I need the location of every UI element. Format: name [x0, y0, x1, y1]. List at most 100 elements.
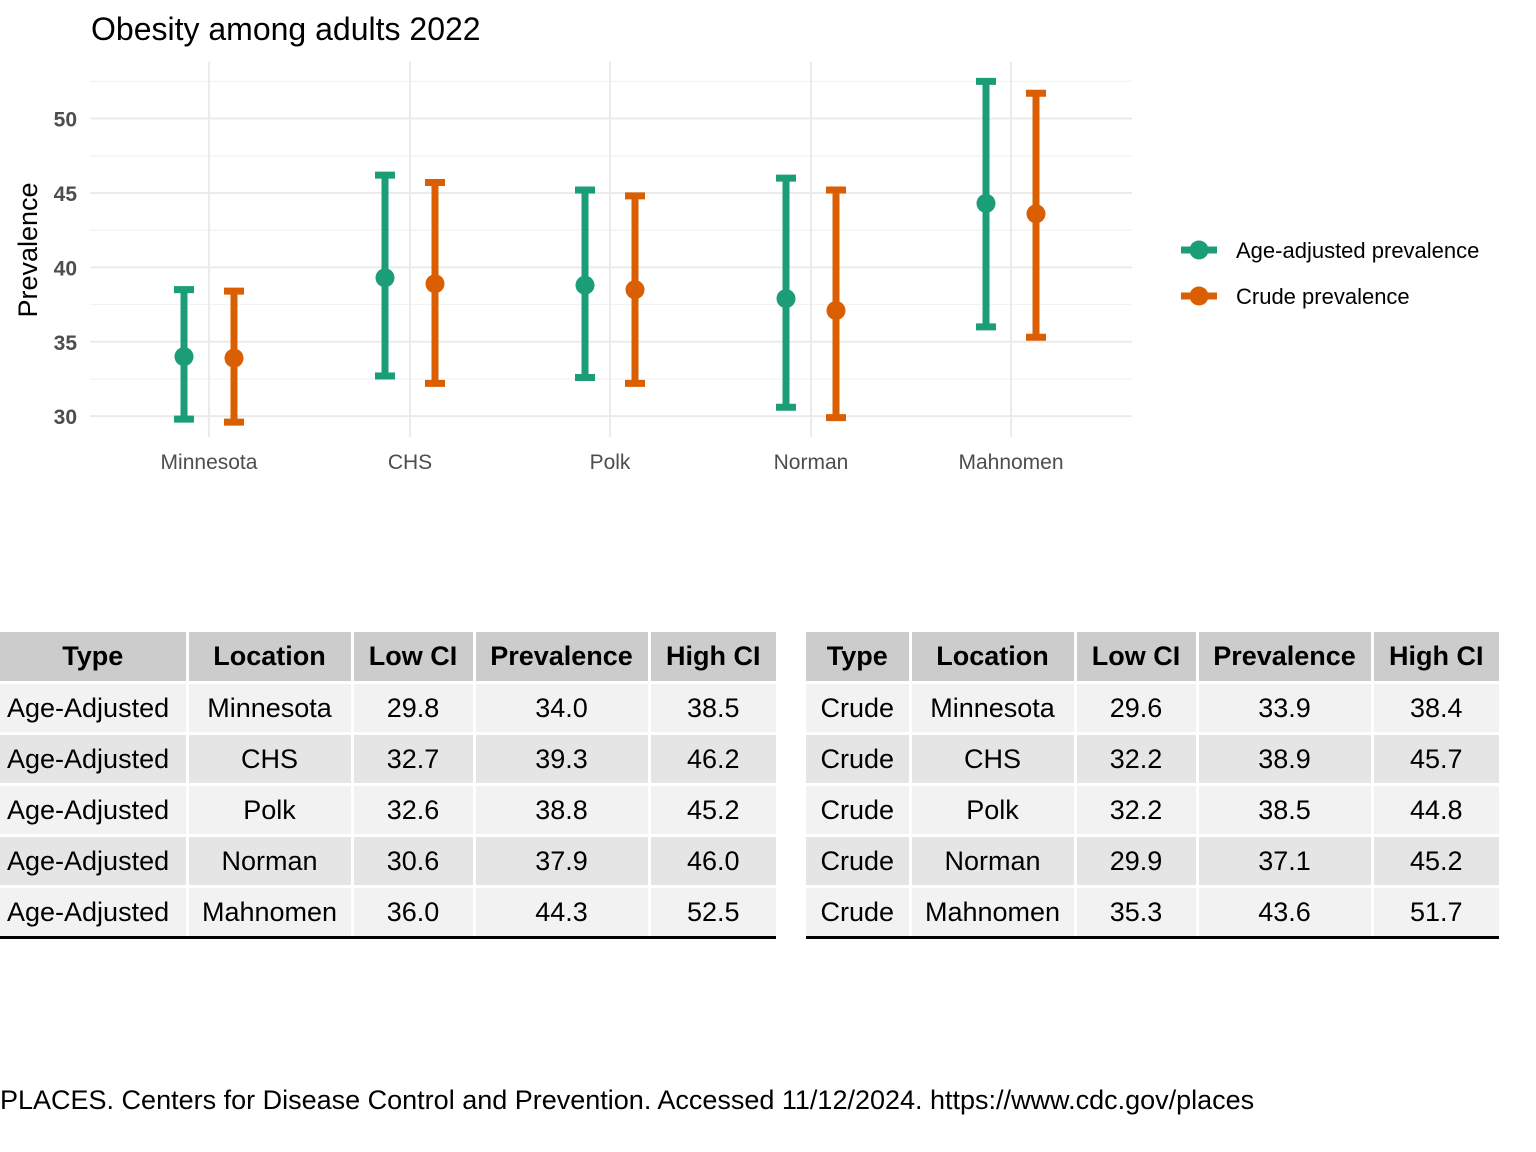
col-header-type: Type	[806, 632, 912, 684]
col-header-high-ci: High CI	[1372, 632, 1499, 684]
cell-high-ci: 38.4	[1372, 682, 1499, 735]
cell-location: Norman	[187, 835, 354, 888]
table-row: Age-Adjusted CHS 32.7 39.3 46.2	[0, 733, 776, 786]
col-header-prevalence: Prevalence	[1197, 632, 1374, 684]
data-point	[625, 280, 645, 300]
data-point	[776, 289, 796, 309]
cell-prevalence: 44.3	[474, 886, 651, 939]
cell-high-ci: 38.5	[649, 682, 776, 735]
cell-prevalence: 43.6	[1197, 886, 1374, 939]
col-header-location: Location	[910, 632, 1077, 684]
table-row: Age-Adjusted Polk 32.6 38.8 45.2	[0, 784, 776, 837]
cell-high-ci: 45.2	[1372, 835, 1499, 888]
source-citation: PLACES. Centers for Disease Control and …	[0, 1085, 1255, 1115]
col-header-low-ci: Low CI	[352, 632, 476, 684]
cell-prevalence: 37.1	[1197, 835, 1374, 888]
col-header-high-ci: High CI	[649, 632, 776, 684]
cell-low-ci: 30.6	[352, 835, 476, 888]
crude-table: Type Location Low CI Prevalence High CI …	[806, 632, 1499, 939]
legend-key-point	[1189, 286, 1209, 306]
cell-location: CHS	[910, 733, 1077, 786]
table-row: Age-Adjusted Minnesota 29.8 34.0 38.5	[0, 682, 776, 735]
legend-key-point	[1189, 240, 1209, 260]
col-header-type: Type	[0, 632, 189, 684]
legend-label: Crude prevalence	[1236, 284, 1410, 309]
series-crude	[224, 89, 1046, 426]
x-tick-label: Mahnomen	[958, 451, 1063, 474]
cell-low-ci: 32.7	[352, 733, 476, 786]
cell-prevalence: 33.9	[1197, 682, 1374, 735]
table-row: Crude Minnesota 29.6 33.9 38.4	[806, 682, 1499, 735]
cell-low-ci: 29.6	[1075, 682, 1199, 735]
x-tick-label: CHS	[388, 451, 432, 474]
cell-location: Minnesota	[910, 682, 1077, 735]
cell-location: Mahnomen	[910, 886, 1077, 939]
col-header-low-ci: Low CI	[1075, 632, 1199, 684]
cell-high-ci: 45.2	[649, 784, 776, 837]
cell-prevalence: 38.8	[474, 784, 651, 837]
cell-low-ci: 32.6	[352, 784, 476, 837]
cell-prevalence: 38.5	[1197, 784, 1374, 837]
table-row: Crude Norman 29.9 37.1 45.2	[806, 835, 1499, 888]
chart: Obesity among adults 2022 30 35 40 45 50 Min…	[13, 11, 1479, 474]
cell-prevalence: 38.9	[1197, 733, 1374, 786]
table-row: Crude CHS 32.2 38.9 45.7	[806, 733, 1499, 786]
cell-type: Crude	[806, 886, 912, 939]
y-axis-label: Prevalence	[13, 182, 43, 317]
age-adjusted-table: Type Location Low CI Prevalence High CI …	[0, 632, 776, 939]
cell-type: Crude	[806, 784, 912, 837]
x-tick-label: Norman	[774, 451, 849, 474]
data-point	[224, 348, 244, 368]
cell-low-ci: 29.9	[1075, 835, 1199, 888]
cell-high-ci: 44.8	[1372, 784, 1499, 837]
col-header-location: Location	[187, 632, 354, 684]
data-point	[976, 193, 996, 213]
cell-type: Age-Adjusted	[0, 835, 189, 888]
cell-type: Age-Adjusted	[0, 886, 189, 939]
col-header-prevalence: Prevalence	[474, 632, 651, 684]
cell-low-ci: 36.0	[352, 886, 476, 939]
data-point	[575, 275, 595, 295]
cell-low-ci: 32.2	[1075, 733, 1199, 786]
cell-high-ci: 45.7	[1372, 733, 1499, 786]
cell-location: Polk	[910, 784, 1077, 837]
series-age-adjusted	[174, 77, 996, 423]
table-row: Age-Adjusted Mahnomen 36.0 44.3 52.5	[0, 886, 776, 939]
table-row: Age-Adjusted Norman 30.6 37.9 46.0	[0, 835, 776, 888]
grid	[90, 62, 1132, 437]
cell-high-ci: 51.7	[1372, 886, 1499, 939]
cell-location: Minnesota	[187, 682, 354, 735]
cell-type: Age-Adjusted	[0, 784, 189, 837]
chart-title: Obesity among adults 2022	[91, 11, 481, 47]
cell-low-ci: 29.8	[352, 682, 476, 735]
cell-low-ci: 35.3	[1075, 886, 1199, 939]
cell-type: Age-Adjusted	[0, 682, 189, 735]
x-tick-labels: Minnesota CHS Polk Norman Mahnomen	[161, 451, 1064, 474]
cell-location: Norman	[910, 835, 1077, 888]
x-tick-label: Polk	[590, 451, 631, 474]
cell-high-ci: 52.5	[649, 886, 776, 939]
data-point	[425, 274, 445, 294]
y-tick-label: 40	[54, 257, 77, 280]
y-tick-label: 50	[54, 109, 77, 132]
table-row: Crude Mahnomen 35.3 43.6 51.7	[806, 886, 1499, 939]
data-point	[1026, 204, 1046, 224]
data-point	[826, 301, 846, 321]
y-tick-label: 30	[54, 406, 77, 429]
data-point	[375, 268, 395, 288]
cell-type: Crude	[806, 835, 912, 888]
legend: Age-adjusted prevalence Crude prevalence	[1181, 238, 1479, 309]
y-tick-label: 45	[54, 183, 78, 206]
series	[174, 77, 1046, 426]
cell-location: CHS	[187, 733, 354, 786]
cell-high-ci: 46.2	[649, 733, 776, 786]
cell-high-ci: 46.0	[649, 835, 776, 888]
cell-type: Age-Adjusted	[0, 733, 189, 786]
cell-prevalence: 34.0	[474, 682, 651, 735]
data-point	[174, 347, 194, 367]
y-tick-label: 35	[54, 332, 78, 355]
y-tick-labels: 30 35 40 45 50	[54, 109, 78, 430]
cell-prevalence: 37.9	[474, 835, 651, 888]
cell-type: Crude	[806, 733, 912, 786]
table-row: Crude Polk 32.2 38.5 44.8	[806, 784, 1499, 837]
